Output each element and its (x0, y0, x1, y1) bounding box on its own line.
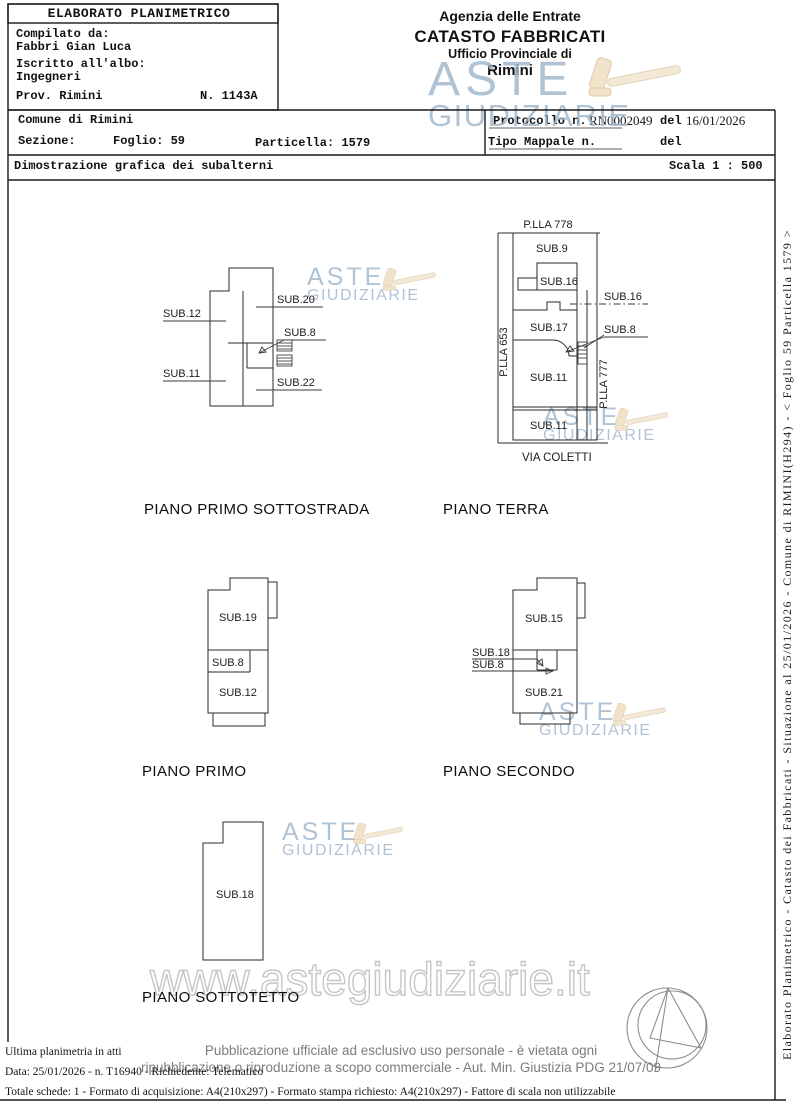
label-sub8: SUB.8 (472, 659, 504, 671)
comune-label: Comune di Rimini (18, 113, 134, 127)
plan-piano-primo-sottostrada: SUB.20 SUB.12 SUB.8 SUB.11 SUB.22 (163, 267, 326, 407)
agenzia-line3: Ufficio Provinciale di (448, 46, 572, 61)
compilato-label: Compilato da: (16, 27, 110, 41)
scala-label: Scala 1 : 500 (669, 159, 763, 173)
watermark-text: GIUDIZIARIE (543, 427, 656, 444)
watermark-text: ASTE (307, 263, 385, 291)
label-sub11-mid: SUB.11 (530, 372, 567, 384)
plan-piano-secondo: SUB.15 SUB.18 SUB.8 SUB.21 (472, 577, 586, 725)
agenzia-header: Agenzia delle Entrate CATASTO FABBRICATI… (400, 8, 620, 81)
form-borders (0, 3, 786, 1101)
iscritto-label: Iscritto all'albo: (16, 57, 146, 71)
label-plla-777: P.LLA 777 (598, 359, 610, 408)
protocollo-value: RN0002049 (589, 113, 653, 128)
disclaimer-line1: Pubblicazione ufficiale ad esclusivo uso… (204, 1043, 598, 1058)
label-sub15: SUB.15 (525, 613, 563, 625)
label-sub8: SUB.8 (212, 657, 244, 669)
label-plla-653: P.LLA 653 (498, 327, 510, 376)
plan-piano-sottotetto: SUB.18 (202, 821, 264, 961)
agenzia-line1: Agenzia delle Entrate (439, 8, 581, 24)
gavel-icon (578, 54, 690, 110)
label-sub11: SUB.11 (163, 368, 200, 380)
title-piano-primo: PIANO PRIMO (142, 763, 247, 780)
label-sub12: SUB.12 (219, 687, 257, 699)
foglio-value: Foglio: 59 (113, 134, 186, 148)
sezione-label: Sezione: (18, 134, 76, 148)
label-sub8: SUB.8 (604, 324, 636, 336)
title-piano-sottotetto: PIANO SOTTOTETTO (142, 989, 300, 1006)
prov-label: Prov. Rimini (16, 89, 103, 103)
protocollo-label: Protocollo n. (493, 114, 587, 128)
iscritto-value: Ingegneri (16, 70, 81, 84)
tipo-mappale-del-label: del (660, 135, 682, 149)
watermark-text: GIUDIZIARIE (307, 287, 420, 304)
label-sub12: SUB.12 (163, 308, 201, 320)
agenzia-line4: Rimini (487, 62, 533, 80)
url-watermark: www.astegiudiziarie.it (149, 952, 590, 1005)
label-sub17: SUB.17 (530, 322, 568, 334)
stairs-hatch (577, 341, 588, 365)
label-sub18: SUB.18 (216, 889, 254, 901)
dimostrazione-label: Dimostrazione grafica dei subalterni (14, 159, 274, 173)
aste-watermark-terra: ASTE GIUDIZIARIE (543, 403, 669, 444)
watermark-text: ASTE (539, 698, 617, 726)
watermark-text: GIUDIZIARIE (428, 98, 631, 134)
aste-watermark-plan1: ASTE GIUDIZIARIE (307, 263, 437, 304)
gavel-icon (609, 406, 673, 440)
label-sub11-bottom: SUB.11 (530, 420, 567, 432)
label-plla-778: P.LLA 778 (523, 219, 572, 231)
particella-value: Particella: 1579 (255, 136, 371, 150)
label-sub9: SUB.9 (536, 243, 568, 255)
watermark-text: ASTE (428, 53, 574, 106)
label-sub19: SUB.19 (219, 612, 257, 624)
label-sub20: SUB.20 (277, 294, 315, 306)
gavel-icon (377, 266, 441, 300)
title-piano-terra: PIANO TERRA (443, 501, 549, 518)
aste-watermark-header: ASTE GIUDIZIARIE (428, 53, 681, 134)
ultima-planimetria-note: Ultima planimetria in atti (5, 1046, 122, 1058)
albo-number: N. 1143A (200, 89, 258, 103)
gavel-icon (348, 821, 408, 853)
label-via-coletti: VIA COLETTI (522, 452, 592, 464)
tipo-mappale-label: Tipo Mappale n. (488, 135, 597, 149)
elaborato-title: ELABORATO PLANIMETRICO (47, 6, 231, 21)
label-sub16-inner: SUB.16 (540, 276, 578, 288)
disclaimer-line2: ripubblicazione o riproduzione a scopo c… (140, 1060, 661, 1075)
watermark-text: ASTE (282, 818, 360, 846)
aste-watermark-secondo: ASTE GIUDIZIARIE (539, 698, 667, 739)
compass-logo (626, 986, 708, 1073)
side-vertical-text: Elaborato Planimetrico - Catasto dei Fab… (780, 229, 794, 1060)
label-sub8: SUB.8 (284, 327, 316, 339)
totale-schede-line: Totale schede: 1 - Formato di acquisizio… (5, 1086, 616, 1098)
data-richiedente-line: Data: 25/01/2026 - n. T16940 - Richieden… (5, 1066, 264, 1078)
stairs-hatch (276, 339, 293, 367)
watermark-text: GIUDIZIARIE (282, 842, 395, 859)
compilato-value: Fabbri Gian Luca (16, 40, 132, 54)
gavel-icon (607, 701, 671, 735)
protocollo-del-label: del (660, 114, 682, 128)
watermark-text: GIUDIZIARIE (539, 722, 652, 739)
plan-piano-primo: SUB.19 SUB.8 SUB.12 (207, 577, 278, 727)
agenzia-line2: CATASTO FABBRICATI (414, 26, 606, 46)
protocollo-date: 16/01/2026 (686, 113, 746, 128)
watermark-text: ASTE (543, 403, 621, 431)
label-sub22: SUB.22 (277, 377, 315, 389)
label-sub16-outer: SUB.16 (604, 291, 642, 303)
title-piano-secondo: PIANO SECONDO (443, 763, 575, 780)
aste-watermark-sottotetto: ASTE GIUDIZIARIE (282, 818, 404, 859)
label-sub21: SUB.21 (525, 687, 563, 699)
plan-piano-terra: P.LLA 778 SUB.9 SUB.16 SUB.16 SUB.17 SUB… (497, 219, 648, 464)
title-piano-primo-sottostrada: PIANO PRIMO SOTTOSTRADA (144, 501, 370, 518)
label-sub18: SUB.18 (472, 647, 510, 659)
